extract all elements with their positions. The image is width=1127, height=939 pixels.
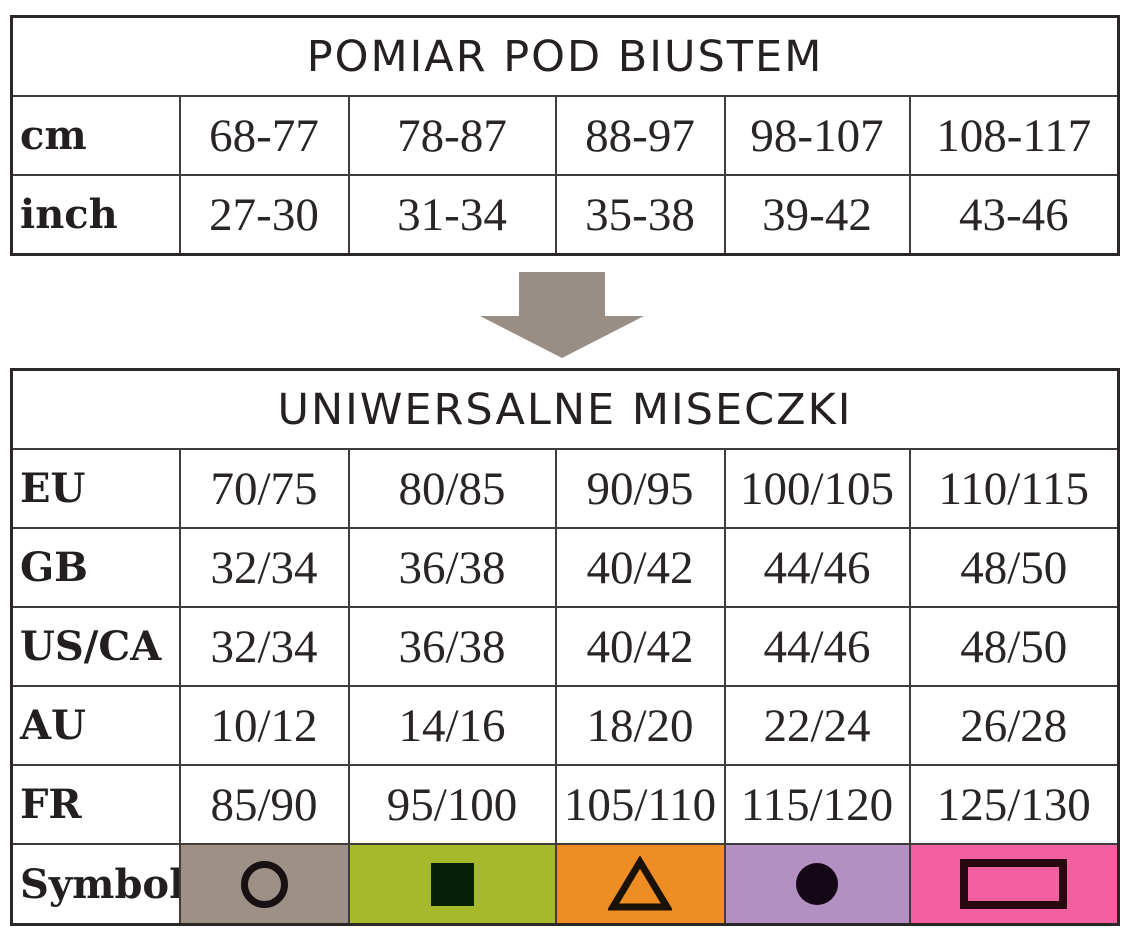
symbol-cell-purple <box>723 843 911 926</box>
symbol-cell-orange <box>554 843 726 926</box>
value-cell: 80/85 <box>347 448 557 529</box>
value-cell: 36/38 <box>347 527 557 608</box>
row-label-cm: cm <box>10 95 181 176</box>
value-cell: 27-30 <box>178 174 350 256</box>
value-cell: 95/100 <box>347 764 557 845</box>
value-cell: 31-34 <box>347 174 557 256</box>
value-cell: 85/90 <box>178 764 350 845</box>
value-cell: 105/110 <box>554 764 726 845</box>
row-label-inch: inch <box>10 174 181 256</box>
row-label-symbol: Symbol <box>10 843 181 926</box>
symbol-cell-pink <box>908 843 1120 926</box>
table-row-fr: FR 85/90 95/100 105/110 115/120 125/130 <box>10 764 1120 845</box>
cup-sizes-table-title: UNIWERSALNE MISECZKI <box>10 368 1120 450</box>
value-cell: 39-42 <box>723 174 911 256</box>
down-arrow-head <box>480 316 644 358</box>
symbol-wrap <box>558 846 723 923</box>
value-cell: 100/105 <box>723 448 911 529</box>
value-cell: 36/38 <box>347 606 557 687</box>
down-arrow-stem <box>519 272 605 316</box>
under-bust-table: POMIAR POD BIUSTEM cm 68-77 78-87 88-97 … <box>10 15 1121 256</box>
row-label-usca: US/CA <box>10 606 181 687</box>
value-cell: 14/16 <box>347 685 557 766</box>
symbol-wrap <box>182 846 347 923</box>
filled-square-icon <box>430 862 474 906</box>
value-cell: 48/50 <box>908 606 1120 687</box>
value-cell: 115/120 <box>723 764 911 845</box>
table-row-usca: US/CA 32/34 36/38 40/42 44/46 48/50 <box>10 606 1120 687</box>
value-cell: 18/20 <box>554 685 726 766</box>
triangle-outline-icon <box>608 856 672 911</box>
table-row-eu: EU 70/75 80/85 90/95 100/105 110/115 <box>10 448 1120 529</box>
table-title-row: POMIAR POD BIUSTEM <box>10 15 1120 97</box>
filled-circle-icon <box>796 863 838 905</box>
table-row-au: AU 10/12 14/16 18/20 22/24 26/28 <box>10 685 1120 766</box>
row-label-gb: GB <box>10 527 181 608</box>
value-cell: 35-38 <box>554 174 726 256</box>
value-cell: 10/12 <box>178 685 350 766</box>
symbol-wrap <box>727 846 908 923</box>
rectangle-outline-icon <box>960 859 1068 909</box>
cup-sizes-table: UNIWERSALNE MISECZKI EU 70/75 80/85 90/9… <box>10 368 1121 926</box>
value-cell: 43-46 <box>908 174 1120 256</box>
value-cell: 125/130 <box>908 764 1120 845</box>
value-cell: 108-117 <box>908 95 1120 176</box>
row-label-eu: EU <box>10 448 181 529</box>
table-row-cm: cm 68-77 78-87 88-97 98-107 108-117 <box>10 95 1120 176</box>
symbol-wrap <box>912 846 1117 923</box>
value-cell: 48/50 <box>908 527 1120 608</box>
value-cell: 98-107 <box>723 95 911 176</box>
value-cell: 32/34 <box>178 527 350 608</box>
value-cell: 26/28 <box>908 685 1120 766</box>
value-cell: 88-97 <box>554 95 726 176</box>
value-cell: 22/24 <box>723 685 911 766</box>
table-row-symbol: Symbol <box>10 843 1120 926</box>
value-cell: 44/46 <box>723 527 911 608</box>
value-cell: 78-87 <box>347 95 557 176</box>
value-cell: 70/75 <box>178 448 350 529</box>
value-cell: 32/34 <box>178 606 350 687</box>
value-cell: 44/46 <box>723 606 911 687</box>
row-label-fr: FR <box>10 764 181 845</box>
down-arrow-icon <box>480 272 644 358</box>
symbol-cell-green <box>347 843 557 926</box>
value-cell: 90/95 <box>554 448 726 529</box>
symbol-cell-gray <box>178 843 350 926</box>
table-title-row: UNIWERSALNE MISECZKI <box>10 368 1120 450</box>
circle-outline-icon <box>240 860 288 908</box>
value-cell: 68-77 <box>178 95 350 176</box>
value-cell: 110/115 <box>908 448 1120 529</box>
symbol-wrap <box>351 846 554 923</box>
table-row-inch: inch 27-30 31-34 35-38 39-42 43-46 <box>10 174 1120 256</box>
value-cell: 40/42 <box>554 527 726 608</box>
row-label-au: AU <box>10 685 181 766</box>
under-bust-table-title: POMIAR POD BIUSTEM <box>10 15 1120 97</box>
table-row-gb: GB 32/34 36/38 40/42 44/46 48/50 <box>10 527 1120 608</box>
value-cell: 40/42 <box>554 606 726 687</box>
